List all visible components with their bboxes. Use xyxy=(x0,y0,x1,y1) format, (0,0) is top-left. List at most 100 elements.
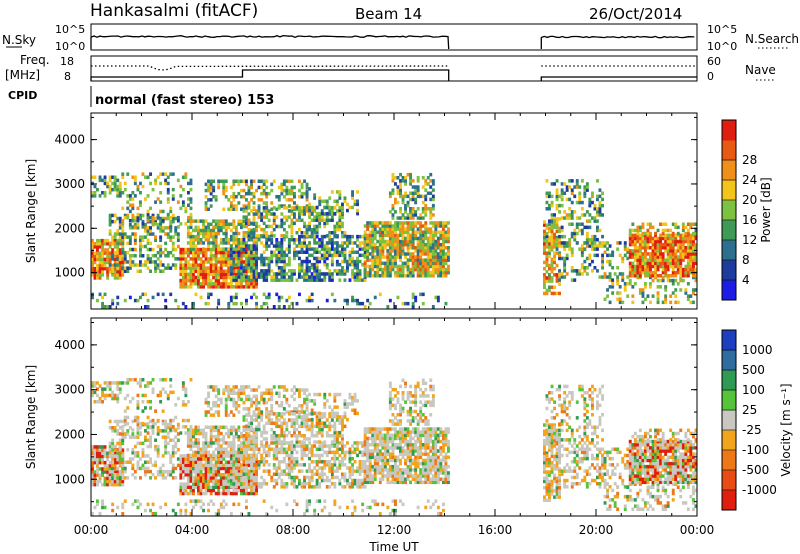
data-cell xyxy=(265,244,269,248)
data-cell xyxy=(98,238,102,243)
data-cell xyxy=(644,242,647,247)
data-cell xyxy=(181,476,185,480)
data-cell xyxy=(560,244,564,248)
data-cell xyxy=(424,270,428,275)
data-cell xyxy=(121,219,125,223)
data-cell xyxy=(121,469,125,474)
data-cell xyxy=(159,466,163,471)
data-cell xyxy=(217,485,221,489)
data-cell xyxy=(631,270,635,275)
data-cell xyxy=(219,254,223,258)
data-cell xyxy=(202,428,205,433)
data-cell xyxy=(181,257,185,261)
data-cell xyxy=(219,260,223,264)
data-cell xyxy=(234,262,238,267)
data-cell xyxy=(197,234,200,239)
data-cell xyxy=(323,218,327,222)
data-cell xyxy=(222,479,226,483)
data-cell xyxy=(373,221,377,225)
data-cell xyxy=(255,238,258,242)
data-cell xyxy=(661,242,665,247)
data-cell xyxy=(217,434,221,439)
data-cell xyxy=(176,225,180,229)
data-cell xyxy=(300,191,304,196)
data-cell xyxy=(616,297,620,301)
data-cell xyxy=(232,278,236,282)
data-cell xyxy=(139,238,142,242)
data-cell xyxy=(396,246,400,250)
data-cell xyxy=(298,215,301,219)
data-cell xyxy=(363,261,367,266)
data-cell xyxy=(335,253,339,258)
data-cell xyxy=(154,200,157,204)
data-cell xyxy=(371,246,375,250)
data-cell xyxy=(93,451,97,455)
data-cell xyxy=(209,385,213,389)
data-cell xyxy=(189,275,193,280)
data-cell xyxy=(149,419,152,424)
data-cell xyxy=(224,385,228,389)
data-cell xyxy=(171,241,175,246)
data-cell xyxy=(646,222,650,226)
data-cell xyxy=(131,435,135,439)
data-cell xyxy=(368,258,372,262)
data-cell xyxy=(287,209,291,213)
data-cell xyxy=(257,198,261,202)
data-cell xyxy=(391,261,395,266)
data-cell xyxy=(242,241,246,245)
data-cell xyxy=(679,267,683,272)
data-cell xyxy=(598,194,602,199)
data-cell xyxy=(644,233,647,238)
data-cell xyxy=(606,294,609,298)
data-cell xyxy=(558,291,561,296)
data-cell xyxy=(545,291,549,296)
data-cell xyxy=(101,387,104,391)
data-cell xyxy=(194,238,198,242)
data-cell xyxy=(550,270,554,274)
data-cell xyxy=(166,200,170,204)
data-cell xyxy=(179,247,183,252)
data-cell xyxy=(373,227,377,231)
data-cell xyxy=(293,241,296,245)
data-cell xyxy=(118,438,122,442)
data-cell xyxy=(313,256,317,261)
data-cell xyxy=(96,482,99,487)
data-cell xyxy=(431,203,435,208)
data-cell xyxy=(596,197,599,202)
data-cell xyxy=(118,419,122,424)
data-cell xyxy=(555,194,559,199)
data-cell xyxy=(149,215,152,220)
data-cell xyxy=(265,272,269,276)
data-cell xyxy=(136,263,140,267)
data-cell xyxy=(245,282,248,286)
data-cell xyxy=(565,241,569,245)
data-cell xyxy=(189,222,193,226)
data-cell xyxy=(234,253,238,258)
data-cell xyxy=(169,438,173,442)
data-cell xyxy=(184,275,188,280)
data-cell xyxy=(563,266,567,270)
data-cell xyxy=(303,234,306,239)
data-cell xyxy=(229,454,233,458)
data-cell xyxy=(209,413,213,417)
data-cell xyxy=(346,234,349,239)
data-cell xyxy=(366,249,370,253)
data-cell xyxy=(431,246,435,250)
data-cell xyxy=(204,247,208,252)
data-cell xyxy=(204,260,208,264)
data-cell xyxy=(583,241,587,245)
data-cell xyxy=(237,469,241,474)
data-cell xyxy=(300,244,304,248)
data-cell xyxy=(280,241,284,245)
data-cell xyxy=(411,224,415,228)
data-cell xyxy=(121,232,125,236)
data-cell xyxy=(128,257,132,261)
data-cell xyxy=(436,230,440,234)
data-cell xyxy=(603,250,607,254)
data-cell xyxy=(654,258,657,262)
data-cell xyxy=(399,242,402,247)
data-cell xyxy=(320,247,324,251)
data-cell xyxy=(613,272,617,276)
data-cell xyxy=(666,261,670,266)
data-cell xyxy=(154,178,157,183)
